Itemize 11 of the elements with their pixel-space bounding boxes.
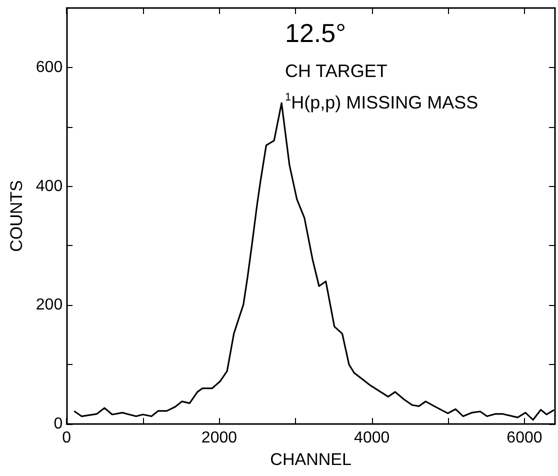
annotation: 12.5° [285, 18, 346, 48]
y-tick-label: 400 [36, 178, 63, 195]
y-tick-label: 200 [36, 296, 63, 314]
x-tick-label: 6000 [506, 430, 542, 446]
x-axis-title: CHANNEL [270, 450, 352, 469]
x-tick-label: 4000 [354, 430, 390, 446]
y-tick-label: 600 [36, 58, 63, 76]
x-tick-label: 2000 [201, 430, 238, 446]
y-axis-title: COUNTS [7, 180, 26, 252]
y-tick-label: 0 [54, 416, 63, 432]
annotation: CH TARGET [285, 61, 388, 81]
